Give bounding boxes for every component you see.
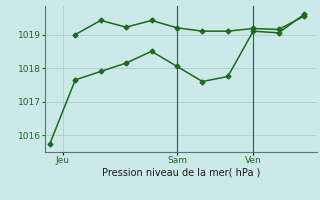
X-axis label: Pression niveau de la mer( hPa ): Pression niveau de la mer( hPa ) [102,168,260,178]
